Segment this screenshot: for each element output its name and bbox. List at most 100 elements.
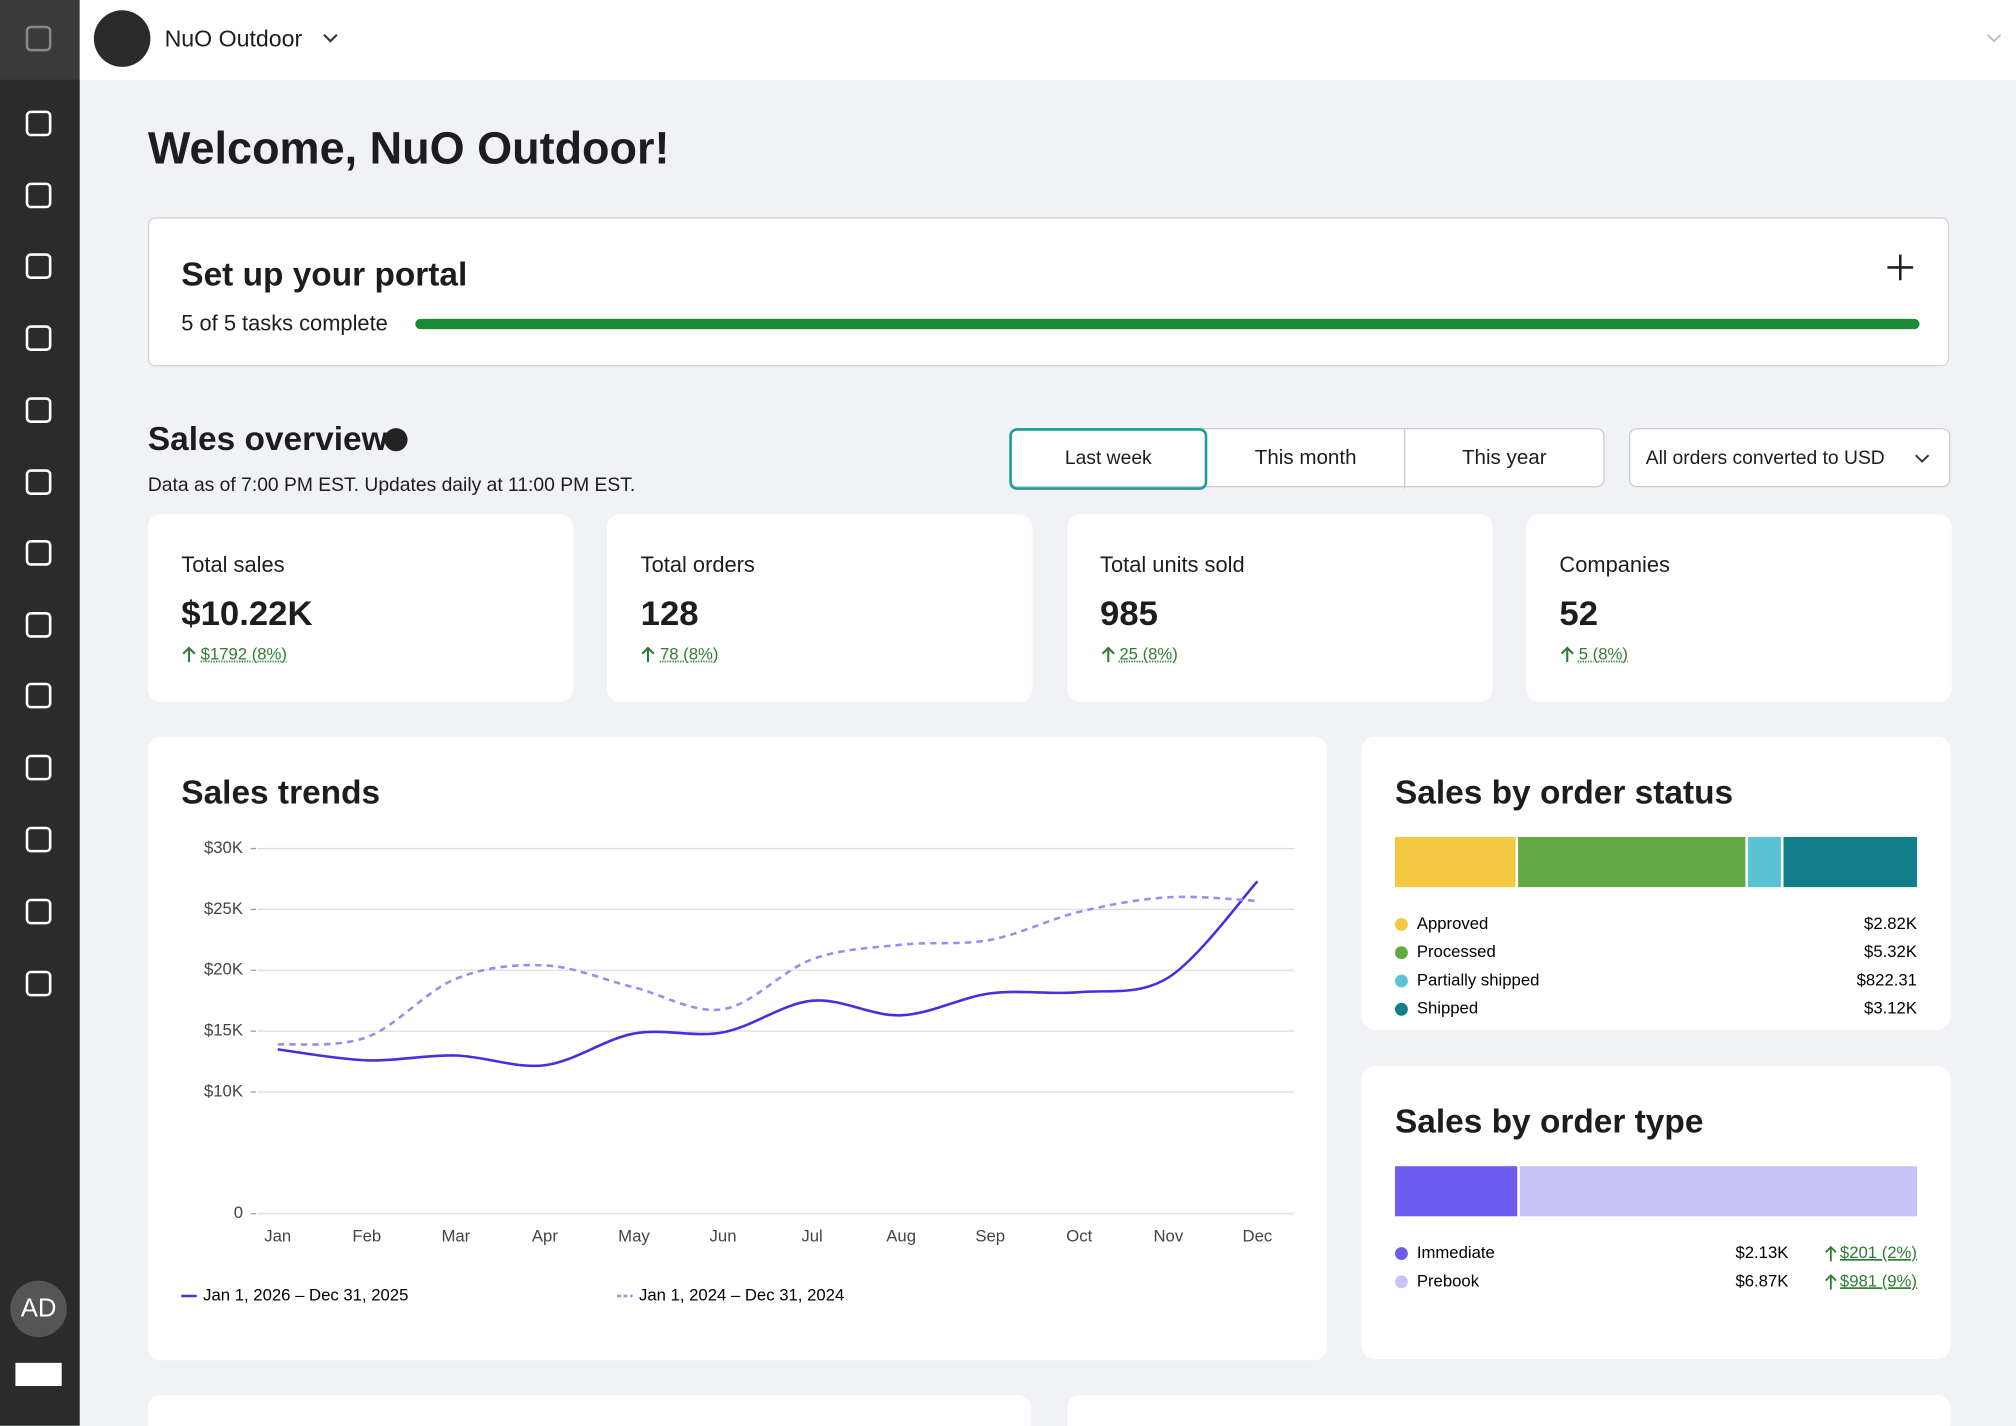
- expand[interactable]: [1885, 252, 1916, 283]
- nav-icon[interactable]: [25, 110, 52, 137]
- company-logo: [93, 10, 151, 67]
- nav-icon[interactable]: [25, 898, 52, 925]
- x-tick-label: Apr: [532, 1226, 558, 1245]
- bar-segment: [1394, 836, 1516, 888]
- type-title: Sales by order type: [1394, 1101, 1704, 1141]
- tab[interactable]: This month: [1207, 429, 1406, 489]
- stacked-bar: Immediate $2.13K $201 (2%) Prebook $6.87K $98…: [1394, 1166, 1917, 1290]
- overview-title: Sales overview: [147, 419, 388, 458]
- trends-title: Sales trends: [181, 772, 381, 812]
- x-tick-label: Mar: [441, 1226, 470, 1245]
- x-tick-label: Feb: [352, 1226, 381, 1245]
- trend-chart: 0 $10K $15K $20K $25K $30K Jan Feb Mar Apr May Jun J…: [181, 838, 1295, 1304]
- chevron[interactable]: [1985, 32, 2003, 45]
- legend-label: Jan 1, 2026 – Dec 31, 2025: [203, 1285, 408, 1304]
- nav-icon[interactable]: [25, 682, 52, 709]
- chevron[interactable]: [321, 32, 339, 45]
- currency-select[interactable]: All orders converted to USD: [1628, 428, 1951, 488]
- nav-icon[interactable]: [25, 397, 52, 423]
- sidebar: AD: [0, 0, 80, 1426]
- tab[interactable]: This year: [1461, 447, 1547, 470]
- kpi-card: Total units sold 985 25 (8%): [1066, 514, 1493, 702]
- up-arrow: [1825, 1274, 1837, 1290]
- kpi-card: Companies 52 5 (8%): [1525, 514, 1952, 702]
- legend-label: Partially shipped: [1417, 970, 1540, 989]
- arrow: [1560, 646, 1574, 663]
- up-arrow: [1101, 646, 1115, 663]
- arrow: [1101, 646, 1115, 663]
- avatar[interactable]: AD: [10, 1280, 67, 1338]
- nav-icon[interactable]: [25, 754, 52, 781]
- info[interactable]: [384, 428, 408, 452]
- up-arrow: [641, 646, 655, 663]
- x-tick-label: Sep: [975, 1226, 1005, 1245]
- arrow: [641, 646, 655, 663]
- value-label: $5.32K: [1864, 942, 1917, 961]
- y-tick-label: 0: [234, 1203, 243, 1222]
- setup-title: Set up your portal: [181, 254, 468, 294]
- legend-label: Approved: [1417, 914, 1489, 933]
- x-tick-label: Jun: [710, 1226, 737, 1245]
- bar-segment: [1394, 1166, 1518, 1217]
- kpi-value: $10.22K: [181, 593, 313, 633]
- kpi-change[interactable]: 78 (8%): [659, 644, 719, 664]
- value-label: $3.12K: [1864, 999, 1917, 1017]
- y-tick-label: $20K: [204, 960, 243, 979]
- legend-label: Shipped: [1417, 999, 1478, 1017]
- kpi-label: Total orders: [640, 552, 755, 578]
- up-arrow: [1825, 1245, 1837, 1262]
- nav-icon[interactable]: [25, 970, 52, 997]
- kpi-change[interactable]: 25 (8%): [1119, 644, 1178, 664]
- status-card: Sales by order status Approved $2.82K Proc…: [1361, 736, 1951, 1030]
- kpi-value: 52: [1559, 593, 1599, 633]
- legend-dot: [1394, 917, 1408, 931]
- y-tick-label: $30K: [204, 838, 243, 857]
- logo: [15, 1362, 62, 1386]
- legend-label: Immediate: [1417, 1243, 1495, 1262]
- top-bar: NuO Outdoor: [79, 0, 2016, 80]
- legend-dot: [1394, 1002, 1408, 1016]
- nav-icon[interactable]: [25, 611, 52, 638]
- nav-icon[interactable]: [25, 253, 52, 279]
- kpi-change[interactable]: $1792 (8%): [200, 644, 287, 664]
- arrow: [182, 646, 196, 663]
- x-tick-label: Aug: [886, 1226, 916, 1245]
- change-label: $981 (9%): [1840, 1271, 1917, 1290]
- bar-segment: [1747, 836, 1781, 888]
- nav-icon[interactable]: [25, 182, 52, 209]
- kpi-value: 128: [640, 593, 699, 633]
- tab[interactable]: Last week: [1009, 428, 1208, 490]
- nav-icon[interactable]: [25, 25, 52, 52]
- status-title: Sales by order status: [1394, 772, 1734, 812]
- bar-segment: [1519, 1166, 1917, 1217]
- nav-icon[interactable]: [25, 469, 52, 495]
- chevron: [1915, 454, 1930, 463]
- bar-segment: [1783, 836, 1917, 888]
- stacked-bar: Approved $2.82K Processed $5.32K Partially s…: [1394, 836, 1917, 1017]
- kpi-change[interactable]: 5 (8%): [1578, 644, 1628, 664]
- legend-label: Jan 1, 2024 – Dec 31, 2024: [639, 1285, 844, 1304]
- x-tick-label: Jan: [264, 1226, 291, 1245]
- x-tick-label: Dec: [1243, 1226, 1273, 1245]
- legend-dot: [1394, 1247, 1408, 1260]
- nav-icon[interactable]: [25, 539, 52, 566]
- y-tick-label: $10K: [204, 1081, 243, 1100]
- legend-label: Prebook: [1417, 1271, 1480, 1290]
- nav-icon[interactable]: [25, 325, 52, 351]
- legend-dot: [1394, 974, 1408, 988]
- trends-card: Sales trends 0 $10K $15K $20K $25K $30K Jan Feb…: [147, 736, 1327, 1361]
- kpi-value: 985: [1100, 593, 1158, 633]
- type-card: Sales by order type Immediate $2.13K $201 …: [1361, 1065, 1951, 1359]
- line: [277, 880, 1259, 1068]
- nav-icon[interactable]: [25, 826, 52, 853]
- company-name[interactable]: NuO Outdoor: [164, 25, 303, 52]
- overview-subtitle: Data as of 7:00 PM EST. Updates daily at…: [147, 474, 636, 497]
- y-tick-label: $15K: [204, 1021, 243, 1040]
- legend-dot: [1394, 946, 1408, 960]
- bar-segment: [1518, 836, 1746, 888]
- bottom-card: [147, 1394, 1032, 1426]
- tabs: Last week This month This year: [1009, 428, 1605, 490]
- home-area: [0, 0, 80, 80]
